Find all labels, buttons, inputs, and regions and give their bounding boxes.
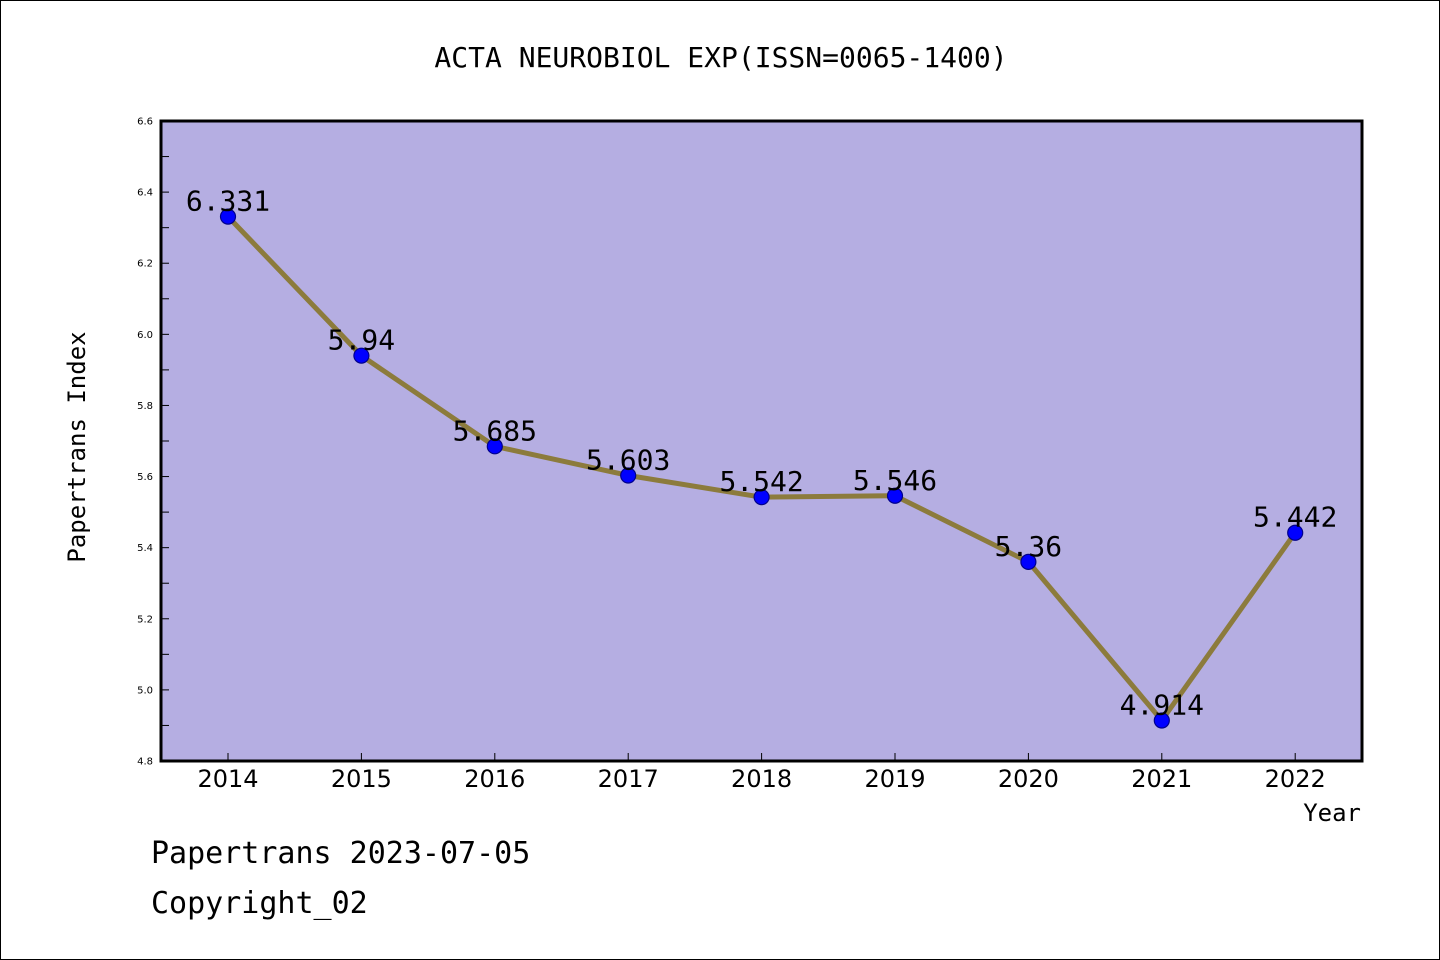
y-tick-label: 6.4 bbox=[137, 188, 153, 199]
x-tick-label: 2019 bbox=[864, 765, 925, 793]
y-axis-title: Papertrans Index bbox=[63, 331, 91, 562]
chart-title: ACTA NEUROBIOL EXP(ISSN=0065-1400) bbox=[434, 41, 1007, 74]
data-value-label: 5.603 bbox=[586, 443, 670, 476]
footer-date-text: Papertrans 2023-07-05 bbox=[151, 836, 531, 871]
data-labels: 6.331 5.94 5.685 5.603 5.542 5.546 5.36 4.914 5.… bbox=[186, 185, 1337, 722]
footer-copyright-text: Copyright_02 bbox=[151, 886, 368, 921]
data-point-marker bbox=[620, 467, 637, 484]
y-axis: 4.8 5.0 5.2 5.4 5.6 5.8 6.0 6.2 6.4 6.6 bbox=[137, 117, 169, 768]
x-tick-label: 2022 bbox=[1265, 765, 1326, 793]
y-tick-label: 5.6 bbox=[137, 472, 153, 483]
data-series bbox=[219, 208, 1304, 729]
y-tick-label: 6.6 bbox=[137, 117, 153, 128]
x-axis-title: Year bbox=[1303, 799, 1361, 827]
x-axis: 2014 2015 2016 2017 2018 2019 2020 2021 2022 bbox=[197, 753, 1326, 793]
data-point-marker bbox=[219, 208, 237, 225]
y-tick-label: 5.4 bbox=[137, 543, 153, 554]
data-value-label: 6.331 bbox=[186, 185, 270, 218]
x-tick-label: 2021 bbox=[1131, 765, 1192, 793]
data-point-marker bbox=[753, 489, 770, 506]
data-value-label: 5.36 bbox=[995, 530, 1062, 563]
y-tick-label: 4.8 bbox=[137, 757, 153, 768]
y-tick-label: 6.2 bbox=[137, 259, 153, 270]
data-point-marker bbox=[886, 487, 904, 504]
x-tick-label: 2016 bbox=[464, 765, 525, 793]
data-value-label: 5.546 bbox=[853, 464, 937, 497]
y-tick-label: 5.2 bbox=[137, 614, 153, 625]
data-value-label: 5.685 bbox=[453, 414, 537, 447]
x-tick-label: 2017 bbox=[598, 765, 659, 793]
data-value-label: 5.542 bbox=[719, 465, 803, 498]
data-point-marker bbox=[1287, 524, 1304, 541]
x-tick-label: 2020 bbox=[998, 765, 1059, 793]
x-tick-label: 2015 bbox=[331, 765, 392, 793]
data-value-label: 5.442 bbox=[1253, 501, 1337, 534]
data-point-marker bbox=[1020, 553, 1037, 570]
y-tick-label: 5.0 bbox=[137, 685, 153, 696]
data-point-marker bbox=[1153, 712, 1170, 729]
x-tick-label: 2014 bbox=[197, 765, 258, 793]
data-value-label: 5.94 bbox=[328, 324, 395, 357]
data-value-label: 4.914 bbox=[1120, 688, 1204, 721]
data-point-marker bbox=[353, 347, 370, 364]
data-point-marker bbox=[486, 438, 503, 455]
y-tick-label: 6.0 bbox=[137, 330, 153, 341]
plot-area bbox=[159, 119, 1364, 763]
x-tick-label: 2018 bbox=[731, 765, 792, 793]
y-tick-label: 5.8 bbox=[137, 401, 153, 412]
